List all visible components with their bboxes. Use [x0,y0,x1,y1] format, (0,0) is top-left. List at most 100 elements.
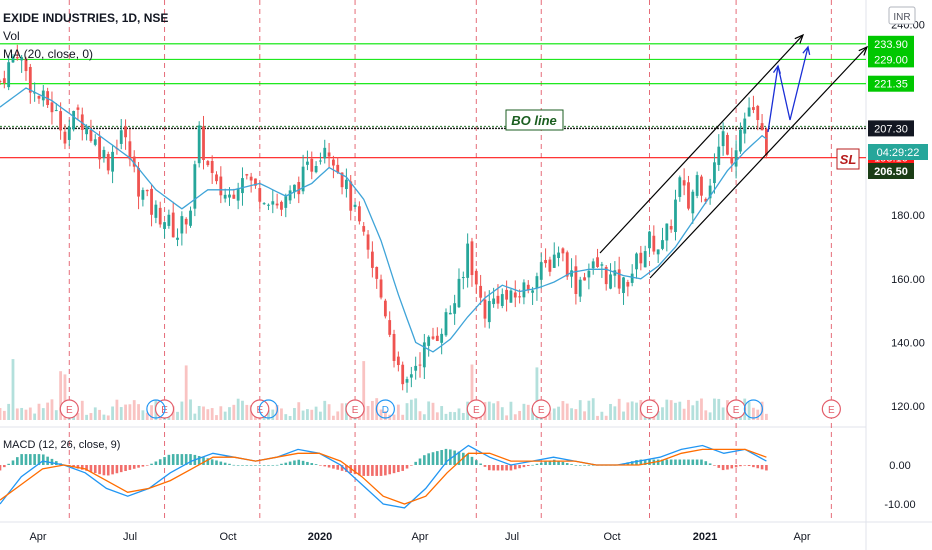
macd-histogram-bar [3,465,6,468]
sl-box[interactable] [836,148,860,170]
price-level-badge [868,51,914,68]
candle-body [193,164,197,209]
macd-histogram-bar [544,461,547,465]
volume-bar [604,415,608,420]
volume-bar [310,409,314,420]
macd-histogram-bar [388,465,391,475]
macd-histogram-bar [509,465,513,471]
macd-histogram-bar [760,465,764,470]
macd-histogram-bar [635,460,638,465]
volume-bar [150,405,153,420]
candle-body [557,252,560,259]
candle-body [41,90,45,101]
volume-bar [496,401,500,420]
volume-bar [665,399,669,420]
macd-histogram-bar [539,462,543,465]
volume-bar [106,415,110,420]
candle-body [37,95,41,99]
volume-bar [526,404,530,420]
candle-body [349,181,353,211]
candle-body [297,182,301,195]
macd-histogram-bar [665,459,669,465]
earnings-marker-label: E [646,405,653,416]
macd-histogram-bar [687,459,690,465]
dividend-marker [146,399,166,419]
volume-bar [522,403,526,420]
macd-histogram-bar [487,465,491,471]
candle-body [522,282,526,298]
candle-body [258,188,262,202]
macd-histogram-bar [747,465,751,467]
macd-histogram-bar [583,465,586,466]
candle-body [418,364,422,366]
volume-bar [236,398,240,420]
candle-body [379,279,383,298]
candle-body [643,251,647,268]
volume-indicator-label[interactable]: Vol [3,29,20,43]
candle-body [570,270,573,277]
volume-bar [111,406,114,420]
candle-body [656,249,660,255]
candle-body [526,284,530,291]
volume-bar [171,406,175,420]
macd-histogram-bar [765,465,768,471]
projection-path [767,46,809,133]
volume-bar [487,401,491,420]
bo-line-box[interactable] [505,109,564,131]
volume-bar [691,405,695,420]
earnings-marker [59,399,79,419]
volume-bar [453,412,457,420]
candle-body [267,204,270,206]
volume-bar [41,408,45,420]
macd-histogram-bar [11,460,15,465]
macd-histogram-bar [392,465,396,474]
candle-body [314,165,318,173]
macd-histogram-bar [752,465,755,468]
macd-histogram-bar [24,454,28,465]
currency-badge[interactable] [888,6,916,25]
candle-body [197,125,201,164]
ma-line [0,87,767,353]
ma-indicator-label[interactable]: MA (20, close, 0) [3,47,93,61]
candle-body [176,237,179,240]
macd-histogram-bar [293,460,296,465]
macd-histogram-bar [167,454,171,465]
macd-histogram-bar [682,459,686,465]
candle-body [544,260,547,264]
volume-bar [596,415,599,420]
time-tick-label: Apr [411,531,428,543]
macd-histogram-bar [210,459,214,465]
macd-histogram-bar [197,456,201,465]
macd-histogram-bar [236,465,240,466]
volume-bar [552,408,556,420]
macd-histogram-bar [552,459,556,465]
volume-bar [613,406,617,420]
macd-histogram-bar [180,454,184,465]
macd-histogram-bar [565,463,569,465]
volume-bar [76,412,80,420]
volume-bar [557,406,560,420]
volume-bar [370,400,374,420]
volume-bar [721,407,725,420]
macd-histogram-bar [453,450,456,465]
price-tick-label: 180.00 [891,210,925,222]
volume-bar [50,399,54,420]
candle-body [726,134,729,155]
macd-indicator-label[interactable]: MACD (12, 26, close, 9) [3,439,120,451]
volume-bar [708,412,712,420]
macd-histogram-bar [462,452,465,465]
volume-bar [332,415,335,420]
dividend-marker [375,399,395,419]
candle-body [59,111,63,131]
macd-histogram-bar [457,451,461,465]
volume-bar [366,405,370,420]
candle-body [98,136,101,160]
macd-histogram-bar [241,465,244,466]
candle-body [210,160,214,173]
volume-bar [319,411,322,420]
volume-bar [20,407,24,420]
volume-bar [184,365,188,420]
volume-bar [362,361,366,420]
time-tick-label: Apr [29,531,46,543]
